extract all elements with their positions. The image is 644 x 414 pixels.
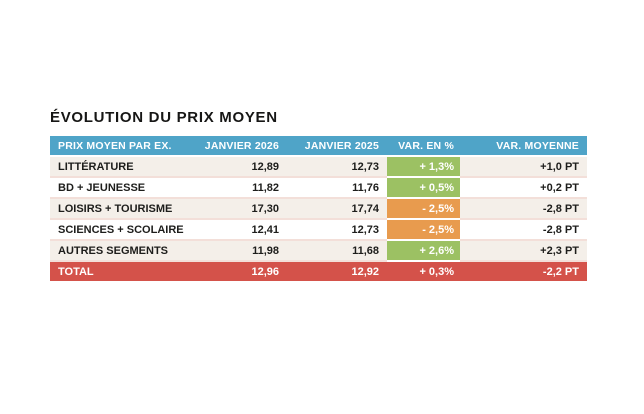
table-body: LITTÉRATURE 12,89 12,73 + 1,3% +1,0 PT BD + J… (50, 156, 587, 281)
cell-jan2026: 12,41 (190, 219, 287, 241)
column-header-jan2025: JANVIER 2025 (287, 136, 387, 157)
total-row: TOTAL 12,96 12,92 + 0,3% -2,2 PT (50, 261, 587, 281)
cell-var-pct: - 2,5% (387, 198, 460, 220)
cell-jan2025: 12,73 (287, 156, 387, 178)
cell-var-moyenne: +2,3 PT (460, 240, 587, 262)
table-row: LOISIRS + TOURISME 17,30 17,74- 2,5% -2,8 P… (50, 198, 587, 220)
cell-var-moyenne: -2,2 PT (460, 261, 587, 281)
cell-segment-label: AUTRES SEGMENTS (50, 240, 190, 262)
cell-jan2025: 12,73 (287, 219, 387, 241)
cell-var-pct: + 0,3% (387, 261, 460, 281)
cell-jan2026: 12,96 (190, 261, 287, 281)
cell-var-moyenne: +1,0 PT (460, 156, 587, 178)
cell-jan2025: 11,76 (287, 177, 387, 199)
cell-var-pct: + 2,6% (387, 240, 460, 262)
cell-var-pct: + 0,5% (387, 177, 460, 199)
cell-var-pct: - 2,5% (387, 219, 460, 241)
table-row: LITTÉRATURE 12,89 12,73 + 1,3% +1,0 PT (50, 156, 587, 178)
cell-var-moyenne: -2,8 PT (460, 219, 587, 241)
cell-var-moyenne: +0,2 PT (460, 177, 587, 199)
column-header-label: PRIX MOYEN PAR EX. (50, 136, 190, 157)
cell-segment-label: LOISIRS + TOURISME (50, 198, 190, 220)
table-row: AUTRES SEGMENTS 11,98 11,68 + 2,6% +2,3 PT (50, 240, 587, 262)
cell-segment-label: LITTÉRATURE (50, 156, 190, 178)
page-title: ÉVOLUTION DU PRIX MOYEN (50, 109, 278, 126)
cell-var-moyenne: -2,8 PT (460, 198, 587, 220)
table-row: SCIENCES + SCOLAIRE 12,41 12,73- 2,5% -2,8 … (50, 219, 587, 241)
cell-segment-label: TOTAL (50, 261, 190, 281)
cell-var-pct: + 1,3% (387, 156, 460, 178)
cell-jan2025: 11,68 (287, 240, 387, 262)
cell-jan2025: 12,92 (287, 261, 387, 281)
cell-jan2026: 11,98 (190, 240, 287, 262)
table-header: PRIX MOYEN PAR EX. JANVIER 2026 JANVIER … (50, 136, 587, 157)
cell-jan2026: 11,82 (190, 177, 287, 199)
cell-segment-label: SCIENCES + SCOLAIRE (50, 219, 190, 241)
price-evolution-table: PRIX MOYEN PAR EX. JANVIER 2026 JANVIER … (50, 136, 587, 281)
header-row: PRIX MOYEN PAR EX. JANVIER 2026 JANVIER … (50, 136, 587, 157)
cell-jan2026: 17,30 (190, 198, 287, 220)
cell-segment-label: BD + JEUNESSE (50, 177, 190, 199)
table-row: BD + JEUNESSE 11,82 11,76 + 0,5% +0,2 PT (50, 177, 587, 199)
column-header-var-pct: VAR. EN % (387, 136, 460, 157)
cell-jan2025: 17,74 (287, 198, 387, 220)
column-header-var-moyenne: VAR. MOYENNE (460, 136, 587, 157)
cell-jan2026: 12,89 (190, 156, 287, 178)
column-header-jan2026: JANVIER 2026 (190, 136, 287, 157)
